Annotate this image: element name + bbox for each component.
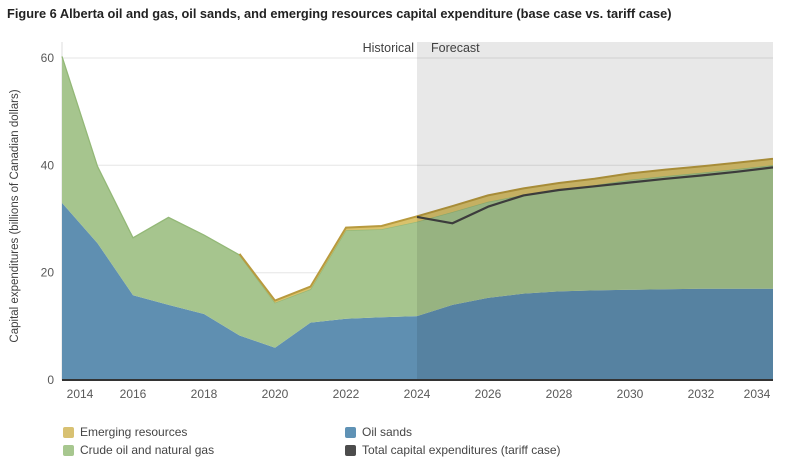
area-crude-oil-natural-gas: [62, 56, 773, 348]
emerging-top-edge: [238, 157, 773, 302]
legend-label: Crude oil and natural gas: [80, 443, 215, 457]
x-tick-label: 2024: [404, 387, 431, 401]
x-tick-label: 2018: [191, 387, 218, 401]
legend-item-emerging-resources[interactable]: Emerging resources: [63, 425, 345, 439]
capex-chart: 2014 2016 2018 2020 2022 2024 2026 2028 2030 2032…: [9, 41, 774, 401]
legend-item-crude-oil-natural-gas[interactable]: Crude oil and natural gas: [63, 443, 345, 457]
forecast-band-label: Forecast: [431, 41, 480, 55]
tariff-case-line: [416, 166, 774, 225]
x-tick-label: 2016: [120, 387, 147, 401]
x-tick-label: 2034: [744, 387, 771, 401]
legend-label: Total capital expenditures (tariff case): [362, 443, 561, 457]
crude-oil-swatch-icon: [63, 444, 74, 456]
y-axis-title: Capital expenditures (billions of Canadi…: [9, 89, 21, 342]
area-oil-sands: [62, 202, 773, 380]
x-tick-label: 2020: [262, 387, 289, 401]
x-tick-labels: 2014 2016 2018 2020 2022 2024 2026 2028 2030 2032…: [67, 387, 771, 401]
y-tick-labels: 0 20 40 60: [41, 51, 55, 387]
x-tick-label: 2022: [333, 387, 360, 401]
historical-band-label: Historical: [363, 41, 414, 55]
y-tick-label: 0: [47, 373, 54, 387]
chart-legend: Emerging resources Oil sands Crude oil a…: [63, 423, 705, 459]
legend-label: Emerging resources: [80, 425, 188, 439]
figure-title: Figure 6 Alberta oil and gas, oil sands,…: [7, 6, 672, 21]
y-tick-label: 40: [41, 158, 55, 172]
x-tick-label: 2028: [546, 387, 573, 401]
forecast-band-overlay: [417, 42, 773, 380]
emerging-resources-swatch-icon: [63, 426, 74, 438]
x-tick-label: 2014: [67, 387, 94, 401]
legend-item-tariff-case[interactable]: Total capital expenditures (tariff case): [345, 443, 705, 457]
x-tick-label: 2026: [475, 387, 502, 401]
x-tick-label: 2030: [617, 387, 644, 401]
y-tick-label: 20: [41, 266, 55, 280]
y-tick-label: 60: [41, 51, 55, 65]
oil-sands-swatch-icon: [345, 426, 356, 438]
legend-item-oil-sands[interactable]: Oil sands: [345, 425, 705, 439]
crude-top-edge: [61, 56, 773, 304]
legend-label: Oil sands: [362, 425, 413, 439]
tariff-case-swatch-icon: [345, 444, 356, 456]
x-tick-label: 2032: [688, 387, 715, 401]
